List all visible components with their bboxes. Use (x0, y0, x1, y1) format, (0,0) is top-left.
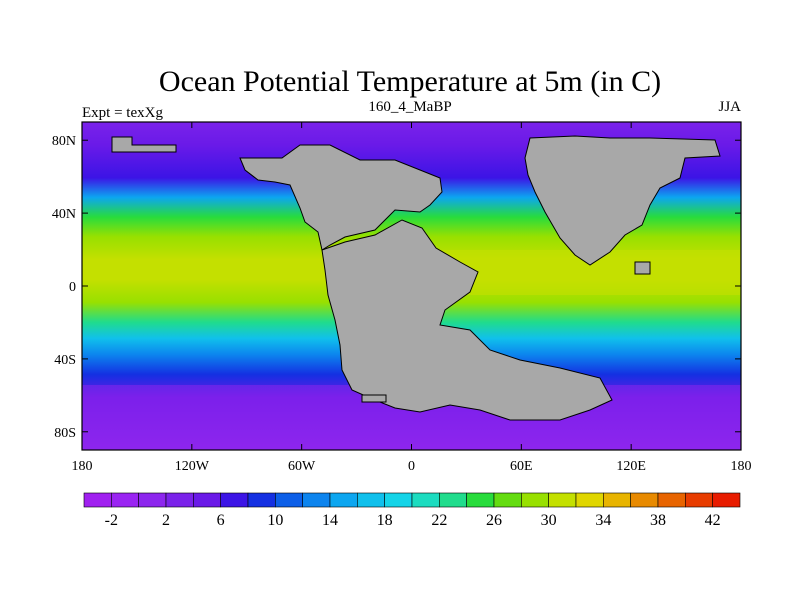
land-masses (111, 135, 721, 421)
x-tick-label: 120W (175, 459, 210, 474)
colorbar-tick-label: 6 (217, 512, 225, 529)
colorbar-swatch (111, 492, 139, 508)
colorbar-swatch (493, 492, 522, 508)
colorbar-tick-label: -2 (105, 512, 118, 529)
colorbar-swatch (357, 492, 385, 508)
landmass-east-islet (634, 261, 651, 275)
colorbar-swatch (521, 492, 549, 508)
x-tick-label: 0 (408, 459, 415, 474)
y-tick-label: 40N (52, 207, 76, 222)
colorbar-tick-label: 34 (595, 512, 611, 529)
x-tick-label: 60E (510, 459, 533, 474)
chart-title: Ocean Potential Temperature at 5m (in C) (159, 65, 661, 98)
colorbar-swatch (411, 492, 440, 508)
x-tick-label: 120E (616, 459, 646, 474)
subtitle-left: Expt = texXg (82, 105, 163, 121)
x-axis: 180 120W 60W 0 60E 120E 180 (72, 122, 752, 474)
colorbar-swatch (83, 492, 112, 508)
x-tick-label: 180 (731, 459, 752, 474)
colorbar-tick-label: 30 (541, 512, 557, 529)
colorbar-swatch (685, 492, 713, 508)
colorbar-swatch (575, 492, 604, 508)
colorbar-swatch (384, 492, 413, 508)
colorbar-swatch (275, 492, 303, 508)
landmass-arctic-greenland (111, 136, 177, 153)
x-tick-label: 180 (72, 459, 93, 474)
y-tick-label: 0 (69, 280, 76, 295)
colorbar-tick-label: 10 (267, 512, 283, 529)
y-tick-label: 80N (52, 134, 76, 149)
colorbar-tick-label: 2 (162, 512, 170, 529)
map-panel (82, 122, 741, 450)
colorbar-tick-label: 14 (322, 512, 338, 529)
colorbar-swatch (247, 492, 276, 508)
colorbar-swatch (138, 492, 167, 508)
colorbar-swatch (193, 492, 221, 508)
x-tick-label: 60W (288, 459, 316, 474)
subtitle-center: 160_4_MaBP (368, 99, 451, 115)
y-tick-label: 40S (54, 353, 76, 368)
colorbar-swatch (439, 492, 467, 508)
landmass-south-america-africa (321, 219, 613, 421)
colorbar-tick-label: 26 (486, 512, 502, 529)
landmass-asia (524, 135, 721, 266)
colorbar-swatch (630, 492, 659, 508)
colorbar-swatch (603, 492, 631, 508)
colorbar-swatch (329, 492, 358, 508)
y-axis: 80N 40N 0 40S 80S (52, 134, 741, 441)
y-tick-label: 80S (54, 426, 76, 441)
subtitle-right: JJA (718, 99, 741, 115)
colorbar-swatch (712, 492, 741, 508)
colorbar (83, 492, 741, 508)
colorbar-labels: -2 2 6 10 14 18 22 26 30 34 38 42 (105, 512, 721, 529)
colorbar-swatch (165, 492, 194, 508)
colorbar-tick-label: 38 (650, 512, 666, 529)
landmass-north-america-europe (239, 144, 443, 251)
colorbar-swatch (548, 492, 577, 508)
colorbar-swatch (220, 492, 249, 508)
landmass-antarctic-islet (361, 394, 387, 403)
colorbar-swatch (657, 492, 686, 508)
colorbar-tick-label: 18 (377, 512, 393, 529)
colorbar-swatch (466, 492, 495, 508)
colorbar-tick-label: 22 (431, 512, 447, 529)
colorbar-tick-label: 42 (705, 512, 721, 529)
colorbar-swatch (302, 492, 331, 508)
